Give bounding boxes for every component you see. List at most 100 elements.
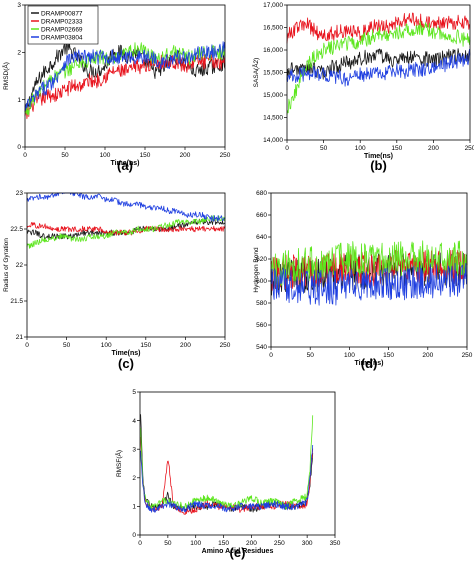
series-line-dramp02669	[286, 20, 471, 115]
x-tick-label: 200	[428, 145, 439, 152]
y-tick-label: 680	[256, 190, 267, 197]
x-tick-label: 150	[391, 145, 402, 152]
y-tick-label: 15,500	[263, 70, 283, 77]
x-tick-label: 100	[355, 145, 366, 152]
panel-caption: (c)	[118, 356, 134, 371]
series-line-dramp00877	[24, 40, 226, 113]
y-tick-label: 14,000	[263, 137, 283, 144]
x-tick-label: 250	[465, 145, 474, 152]
x-axis-label: Time(ns)	[111, 350, 140, 357]
x-tick-label: 250	[220, 342, 231, 349]
x-axis-label: Time(ns)	[364, 153, 393, 160]
legend-label-dramp02333: DRAMP02333	[41, 19, 83, 26]
y-axis-label: Hydrogen Bond	[253, 247, 260, 293]
x-tick-label: 100	[190, 540, 201, 547]
x-axis: 0 50 100 150 200 250 Time(ns)	[269, 347, 473, 367]
x-axis-label: Amino Acid Residues	[202, 548, 274, 555]
x-tick-label: 50	[63, 342, 71, 349]
y-tick-label: 2	[17, 50, 21, 57]
y-axis: 0 1 2 3 RMSD(Å)	[1, 2, 25, 151]
y-tick-label: 17,000	[263, 2, 283, 9]
x-tick-label: 150	[140, 342, 151, 349]
x-tick-label: 350	[330, 540, 341, 547]
y-tick-label: 600	[256, 278, 267, 285]
y-tick-label: 4	[132, 418, 136, 425]
x-tick-label: 0	[25, 342, 29, 349]
panel-d-hydrogen-bond: 0 50 100 150 200 250 Time(ns) 540 560 580 600 620 64…	[253, 190, 473, 371]
y-axis-label: SASA(Å2)	[251, 58, 260, 88]
series-line-dramp03804	[286, 49, 471, 87]
panel-e-rmsf: 0 50 100 150 200 250 300 350 Amino Acid Residues…	[114, 389, 341, 560]
y-tick-label: 23	[16, 190, 24, 197]
x-tick-label: 50	[320, 145, 328, 152]
x-tick-label: 50	[164, 540, 172, 547]
y-tick-label: 0	[17, 144, 21, 151]
series-line-dramp03804	[140, 444, 314, 513]
x-tick-label: 200	[246, 540, 257, 547]
y-tick-label: 2	[132, 475, 136, 482]
x-tick-label: 150	[383, 352, 394, 359]
x-tick-label: 0	[285, 145, 289, 152]
panel-caption: (a)	[117, 158, 133, 173]
x-tick-label: 100	[101, 342, 112, 349]
x-axis: 0 50 100 150 200 250 Time(ns)	[285, 140, 474, 160]
y-tick-label: 560	[256, 322, 267, 329]
x-axis-label: Time(ns)	[354, 360, 383, 367]
panel-b-sasa: 0 50 100 150 200 250 Time(ns) 14,000 14,500 15,00…	[251, 2, 474, 173]
y-tick-label: 660	[256, 212, 267, 219]
y-tick-label: 16,000	[263, 47, 283, 54]
legend-label-dramp02669: DRAMP02669	[41, 27, 83, 34]
legend-label-dramp03804: DRAMP03804	[41, 35, 83, 42]
series-line-dramp02669	[270, 240, 468, 287]
plot-area	[286, 12, 471, 115]
y-tick-label: 1	[17, 97, 21, 104]
y-tick-label: 3	[132, 446, 136, 453]
plot-area	[24, 40, 226, 120]
y-tick-label: 540	[256, 344, 267, 351]
panel-caption: (e)	[230, 545, 246, 560]
plot-area	[140, 414, 314, 515]
legend: DRAMP00877 DRAMP02333 DRAMP02669 DRAMP03…	[27, 5, 99, 45]
legend-box	[27, 5, 99, 45]
x-axis: 0 50 100 150 200 250 Time(ns)	[23, 147, 231, 167]
x-tick-label: 250	[274, 540, 285, 547]
y-tick-label: 16,500	[263, 25, 283, 32]
y-tick-label: 620	[256, 256, 267, 263]
series-line-dramp02333	[24, 54, 226, 120]
y-tick-label: 15,000	[263, 92, 283, 99]
y-axis: 21 21.5 22 22.5 23 Radius of Gyration	[3, 190, 27, 341]
x-tick-label: 50	[307, 352, 315, 359]
y-tick-label: 3	[17, 2, 21, 9]
plot-area	[270, 240, 468, 306]
x-axis: 0 50 100 150 200 250 300 350 Amino Acid Residues	[138, 535, 341, 555]
x-axis: 0 50 100 150 200 250 Time(ns)	[25, 337, 231, 357]
series-line-dramp03804	[24, 41, 226, 111]
series-line-dramp02669	[26, 214, 226, 249]
panel-c-radius-of-gyration: 0 50 100 150 200 250 Time(ns) 21 21.5 22 22.5 23 Rad…	[3, 190, 231, 371]
x-tick-label: 250	[462, 352, 473, 359]
y-tick-label: 14,500	[263, 115, 283, 122]
y-axis: 0 1 2 3 4 5 RMSF(Å)	[114, 389, 140, 539]
y-tick-label: 22.5	[10, 226, 23, 233]
y-axis-label: RMSD(Å)	[1, 62, 10, 90]
y-axis: 540 560 580 600 620 640 660 680 Hydrogen Bond	[253, 190, 271, 351]
x-tick-label: 0	[138, 540, 142, 547]
y-tick-label: 22	[16, 262, 24, 269]
x-tick-label: 150	[140, 152, 151, 159]
y-axis-label: Radius of Gyration	[3, 238, 10, 292]
y-axis: 14,000 14,500 15,000 15,500 16,000 16,500 17,0…	[251, 2, 287, 144]
x-tick-label: 200	[422, 352, 433, 359]
x-tick-label: 100	[100, 152, 111, 159]
legend-label-dramp00877: DRAMP00877	[41, 11, 83, 18]
x-axis-label: Time(ns)	[110, 160, 139, 167]
panel-caption: (b)	[370, 158, 387, 173]
axes-frame	[270, 192, 468, 348]
y-tick-label: 0	[132, 532, 136, 539]
y-tick-label: 21	[16, 334, 24, 341]
x-tick-label: 300	[302, 540, 313, 547]
x-tick-label: 150	[218, 540, 229, 547]
x-tick-label: 100	[344, 352, 355, 359]
x-tick-label: 0	[23, 152, 27, 159]
